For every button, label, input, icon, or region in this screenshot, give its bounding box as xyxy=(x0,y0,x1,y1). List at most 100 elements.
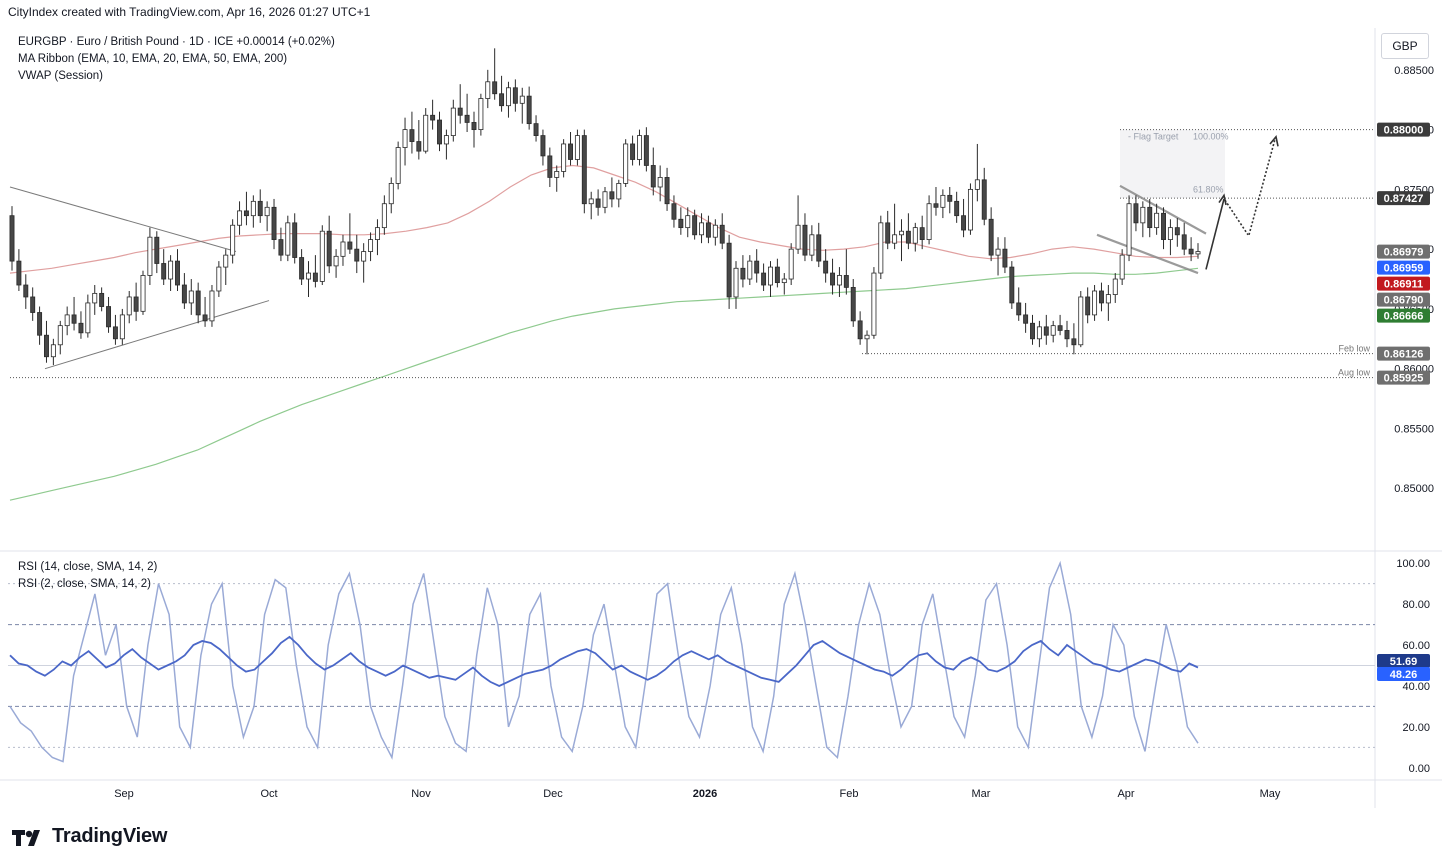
candle-up xyxy=(505,87,511,107)
tradingview-logo[interactable]: TradingView xyxy=(12,825,167,848)
candle-up xyxy=(450,107,456,136)
candle-down xyxy=(954,200,960,217)
candle-up xyxy=(237,210,243,226)
candle-up xyxy=(1078,296,1084,346)
ma-ribbon-legend[interactable]: MA Ribbon (EMA, 10, EMA, 20, EMA, 50, EM… xyxy=(18,53,288,65)
candle-up xyxy=(995,248,1001,256)
candle-down xyxy=(78,322,84,334)
candle-down xyxy=(175,260,180,286)
candle-down xyxy=(1002,248,1008,268)
candle-down xyxy=(1030,322,1035,340)
candle-down xyxy=(409,129,415,142)
candle-down xyxy=(843,275,849,288)
candle-up xyxy=(1126,203,1132,256)
price-badge: 0.86126 xyxy=(1384,349,1424,361)
candle-up xyxy=(574,135,580,160)
candle-down xyxy=(1161,212,1166,240)
candle-up xyxy=(230,224,236,256)
arrow-head xyxy=(1218,193,1227,206)
candle-down xyxy=(299,257,305,280)
candle-up xyxy=(50,344,56,358)
candle-down xyxy=(1188,248,1194,255)
rsi14-badge-bg xyxy=(1377,654,1430,669)
chart-legend: EURGBP · Euro / British Pound · 1D · ICE… xyxy=(18,34,335,85)
rsi2-legend[interactable]: RSI (2, close, SMA, 14, 2) xyxy=(18,578,151,590)
price-badge: 0.86979 xyxy=(1384,247,1424,259)
candle-down xyxy=(326,230,332,267)
candle-up xyxy=(1105,294,1111,304)
candle-down xyxy=(526,95,532,125)
candle-up xyxy=(381,203,387,229)
candle-up xyxy=(306,272,311,280)
candle-down xyxy=(830,272,836,286)
candle-down xyxy=(1064,330,1070,340)
candle-up xyxy=(878,222,884,274)
time-tick-label: Apr xyxy=(1117,788,1134,800)
fib-100-label: 100.00% xyxy=(1193,132,1229,142)
candle-down xyxy=(471,122,477,131)
rsi-tick-label: 0.00 xyxy=(1409,763,1430,775)
candle-up xyxy=(402,129,408,148)
candle-down xyxy=(1085,296,1091,316)
candle-down xyxy=(719,224,725,244)
price-badge-bg xyxy=(1377,244,1430,259)
candle-up xyxy=(788,248,794,280)
rsi-tick-label: 60.00 xyxy=(1402,640,1430,652)
candle-down xyxy=(754,260,760,274)
triangle-lower-trendline xyxy=(44,300,270,370)
candle-down xyxy=(23,284,29,298)
candle-up xyxy=(388,183,394,205)
vwap-legend[interactable]: VWAP (Session) xyxy=(18,70,103,82)
candle-up xyxy=(1036,326,1042,340)
candle-down xyxy=(643,135,649,166)
candle-down xyxy=(354,248,360,262)
price-badge: 0.86959 xyxy=(1384,263,1424,275)
candle-down xyxy=(312,272,318,282)
price-tick-label: 0.87000 xyxy=(1394,244,1434,256)
currency-selector[interactable]: GBP xyxy=(1381,33,1429,59)
candle-up xyxy=(340,241,346,257)
candle-down xyxy=(761,272,767,286)
candle-up xyxy=(864,334,870,340)
candle-up xyxy=(85,302,91,334)
time-tick-label: Mar xyxy=(972,788,991,800)
candle-up xyxy=(92,292,98,304)
candle-up xyxy=(216,266,222,292)
candle-down xyxy=(1009,266,1015,304)
candle-down xyxy=(430,114,436,121)
symbol-legend[interactable]: EURGBP · Euro / British Pound · 1D · ICE… xyxy=(18,36,335,48)
rsi14-legend[interactable]: RSI (14, close, SMA, 14, 2) xyxy=(18,561,158,573)
candle-down xyxy=(44,334,49,358)
candle-down xyxy=(437,119,442,145)
candle-down xyxy=(802,224,808,256)
candle-up xyxy=(126,296,132,316)
tradingview-logo-icon xyxy=(12,829,40,846)
fib-zone xyxy=(1120,129,1225,199)
projection-pullback xyxy=(1224,199,1249,236)
candle-up xyxy=(285,222,291,256)
candle-down xyxy=(726,242,732,298)
candle-down xyxy=(106,306,112,328)
candle-down xyxy=(464,114,470,123)
candle-up xyxy=(561,143,567,172)
candle-up xyxy=(209,290,215,322)
candle-up xyxy=(699,222,705,236)
candle-down xyxy=(933,203,939,208)
price-tick-label: 0.86500 xyxy=(1394,304,1434,316)
candle-up xyxy=(319,230,325,282)
candle-up xyxy=(733,267,739,298)
candle-up xyxy=(554,171,560,178)
candle-down xyxy=(457,107,463,116)
candle-down xyxy=(850,287,856,322)
candle-down xyxy=(492,81,498,95)
candle-up xyxy=(781,278,787,284)
price-badge: 0.87427 xyxy=(1384,193,1424,205)
candle-up xyxy=(1195,251,1201,255)
candle-up xyxy=(168,260,174,280)
candle-up xyxy=(264,206,270,217)
candle-down xyxy=(705,222,711,238)
price-badge-bg xyxy=(1377,276,1430,291)
price-badge: 0.86911 xyxy=(1384,279,1423,291)
candle-up xyxy=(926,203,932,240)
